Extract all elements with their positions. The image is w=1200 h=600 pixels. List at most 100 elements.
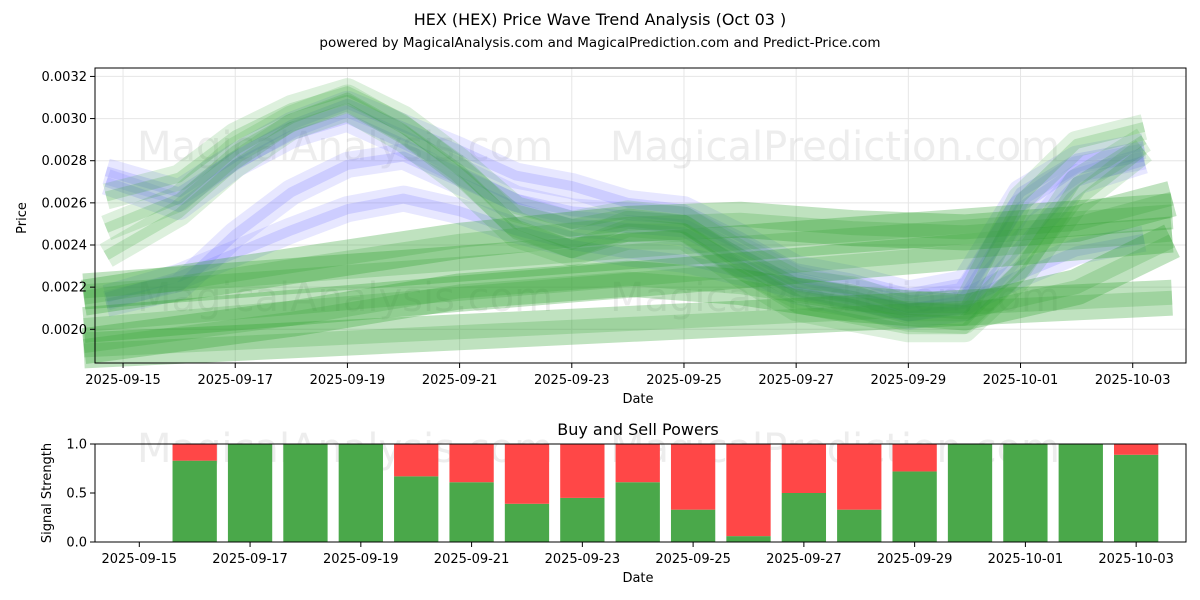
power-y-tick-label: 0.0	[66, 536, 87, 551]
series-green-trend-2	[82, 216, 1174, 344]
band-green-wave-3-outer	[99, 95, 1152, 343]
price-x-label: Date	[622, 392, 653, 407]
band-blue-wave-3-outer	[103, 143, 1148, 330]
power-y-label: Signal Strength	[40, 443, 55, 543]
price-x-tick-label: 2025-10-03	[1095, 373, 1171, 388]
power-x-tick-label: 2025-09-21	[434, 552, 510, 567]
band-green-trend-3-inner	[83, 290, 1173, 358]
sell-bar	[670, 444, 716, 510]
band-green-wave-1-inner	[104, 86, 1146, 314]
power-x-tick-label: 2025-09-17	[212, 552, 288, 567]
power-x-tick-label: 2025-09-19	[323, 552, 399, 567]
price-y-tick-label: 0.0032	[42, 70, 88, 85]
sell-bar	[1114, 444, 1159, 455]
buy-bar	[172, 460, 217, 542]
band-green-trend-5-inner	[82, 191, 1174, 305]
series-blue-wave-1	[102, 90, 1147, 307]
watermark-prediction-top: MagicalPrediction.com	[610, 124, 1060, 170]
band-green-trend-2-inner	[83, 227, 1173, 333]
series-green-wave-1	[102, 78, 1148, 322]
buy-bar	[670, 509, 716, 542]
power-x-tick-label: 2025-09-25	[655, 552, 731, 567]
watermark-prediction-mid: MagicalPrediction.com	[610, 275, 1060, 321]
buy-bar	[560, 497, 605, 542]
price-y-tick-label: 0.0030	[42, 112, 88, 127]
watermark-analysis-mid: MagicalAnalysis.com	[137, 275, 553, 321]
price-x-tick-label: 2025-09-27	[758, 373, 834, 388]
price-y-tick-label: 0.0024	[42, 239, 88, 254]
series-blue-wave-3	[103, 143, 1148, 330]
price-y-tick-label: 0.0022	[42, 281, 88, 296]
power-x-tick-label: 2025-09-23	[545, 552, 621, 567]
band-blue-wave-4-inner	[104, 193, 1145, 314]
series-green-trend-1	[82, 193, 1174, 310]
sell-bar	[449, 444, 494, 483]
series-green-trend-3	[82, 279, 1173, 369]
buy-bar	[283, 444, 328, 542]
chart-title: HEX (HEX) Price Wave Trend Analysis (Oct…	[414, 10, 787, 29]
band-green-wave-2-outer	[101, 84, 1151, 334]
power-y-ticks: 0.0 0.5 1.0	[66, 438, 95, 551]
buy-bar	[504, 503, 550, 542]
power-x-label: Date	[622, 571, 653, 586]
band-blue-wave-3-inner	[105, 151, 1146, 322]
sell-bar	[394, 444, 439, 477]
buy-bar	[227, 444, 273, 542]
power-panel: Buy and Sell Powers MagicalAnalysis.com …	[40, 420, 1187, 586]
sell-bar	[726, 444, 771, 537]
sell-bar	[615, 444, 660, 483]
band-blue-wave-2-outer	[101, 105, 1147, 317]
power-x-ticks: 2025-09-15 2025-09-17 2025-09-19 2025-09-21…	[102, 542, 1174, 567]
price-x-tick-label: 2025-09-29	[871, 373, 947, 388]
watermark-analysis-top: MagicalAnalysis.com	[137, 124, 553, 170]
sell-bar	[504, 444, 550, 504]
price-x-tick-label: 2025-09-15	[85, 373, 161, 388]
series-green-wave-2	[101, 84, 1151, 334]
power-y-tick-label: 1.0	[66, 438, 87, 453]
sell-bar	[781, 444, 827, 493]
price-y-tick-label: 0.0026	[42, 196, 88, 211]
price-y-label: Price	[15, 202, 30, 234]
buy-bar	[947, 444, 993, 542]
buy-bar	[1114, 454, 1159, 542]
band-green-wave-1-outer	[102, 78, 1148, 322]
power-title: Buy and Sell Powers	[557, 420, 719, 439]
power-x-tick-label: 2025-10-03	[1098, 552, 1174, 567]
band-green-trend-5-outer	[81, 181, 1177, 316]
price-x-tick-label: 2025-09-17	[197, 373, 273, 388]
buy-bar	[837, 509, 882, 542]
price-panel: MagicalAnalysis.com MagicalPrediction.co…	[15, 67, 1187, 407]
power-bars	[172, 444, 1159, 542]
band-green-wave-2-inner	[104, 92, 1147, 326]
buy-bar	[338, 444, 383, 542]
buy-bar	[1058, 444, 1103, 542]
band-blue-wave-2-inner	[104, 113, 1145, 309]
price-y-tick-label: 0.0020	[42, 323, 88, 338]
band-green-trend-2-outer	[82, 216, 1174, 344]
band-green-wave-3-inner	[103, 103, 1147, 335]
band-green-trend-4-outer	[81, 224, 1180, 364]
power-x-tick-label: 2025-09-29	[877, 552, 953, 567]
sell-bar	[892, 444, 937, 472]
price-x-tick-label: 2025-09-25	[646, 373, 722, 388]
price-x-tick-label: 2025-09-23	[534, 373, 610, 388]
series-green-trend-4	[81, 224, 1180, 364]
band-blue-wave-1-inner	[104, 98, 1145, 299]
series-green-wave-3	[99, 95, 1152, 343]
price-grid	[95, 68, 1186, 363]
buy-bar	[1003, 444, 1048, 542]
band-green-trend-1-outer	[82, 193, 1174, 310]
power-x-tick-label: 2025-10-01	[988, 552, 1064, 567]
price-series	[81, 78, 1180, 369]
power-x-tick-label: 2025-09-15	[102, 552, 178, 567]
price-x-tick-label: 2025-09-21	[422, 373, 498, 388]
buy-bar	[615, 482, 660, 542]
price-y-ticks: 0.0020 0.0022 0.0024 0.0026 0.0028 0.0030 0.00…	[42, 70, 95, 338]
band-blue-wave-1-outer	[102, 90, 1147, 307]
price-plot-area	[95, 68, 1186, 363]
sell-bar	[172, 444, 217, 461]
buy-bar	[726, 536, 771, 542]
buy-bar	[781, 493, 827, 542]
